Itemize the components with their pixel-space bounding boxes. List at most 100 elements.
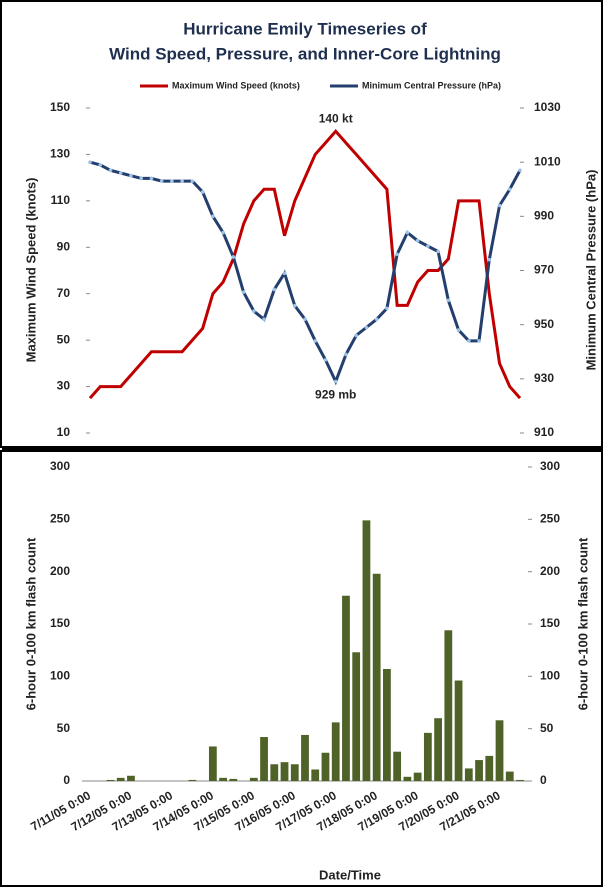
point — [129, 173, 133, 178]
bar — [280, 762, 289, 781]
point — [149, 176, 154, 181]
y-tick-label: 70 — [57, 286, 71, 300]
y-tick-label: 10 — [57, 425, 71, 439]
bar — [106, 779, 115, 781]
bar — [413, 772, 422, 781]
bar — [372, 573, 381, 781]
point — [446, 298, 451, 303]
annotation: 929 mb — [315, 388, 356, 402]
title-line: Wind Speed, Pressure, and Inner-Core Lig… — [109, 44, 501, 63]
bar — [464, 768, 473, 781]
point — [241, 290, 246, 294]
point — [395, 252, 399, 257]
bar — [454, 680, 463, 781]
series-line — [88, 128, 522, 400]
y-tick-label: 30 — [57, 379, 71, 393]
point — [374, 317, 379, 322]
point — [344, 352, 348, 357]
bottom-frame — [0, 450, 603, 887]
point — [180, 179, 184, 183]
y-tick-label: 300 — [50, 459, 70, 473]
y-tick-label: 250 — [50, 512, 70, 526]
y2-tick-label: 930 — [534, 371, 554, 385]
point — [436, 249, 440, 254]
legend-label: Minimum Central Pressure (hPa) — [362, 80, 501, 90]
bar — [393, 751, 402, 781]
y2-tick-label: 910 — [534, 425, 554, 439]
bar — [321, 752, 330, 781]
point — [231, 255, 236, 259]
bar — [260, 737, 268, 781]
y-axis-label: 6-hour 0-100 km flash count — [23, 537, 38, 710]
bar — [331, 722, 340, 781]
point — [262, 317, 266, 322]
point — [282, 271, 287, 276]
top-frame — [0, 0, 603, 448]
point — [415, 238, 420, 243]
bar — [475, 760, 483, 781]
point — [507, 187, 512, 192]
point — [354, 333, 358, 338]
point — [159, 179, 164, 183]
bar — [342, 595, 350, 781]
point — [211, 214, 215, 219]
point — [170, 179, 174, 183]
y-tick-label: 130 — [50, 147, 70, 161]
point — [303, 317, 307, 322]
point — [323, 358, 328, 362]
y-tick-label: 50 — [57, 721, 71, 735]
bar — [116, 777, 125, 781]
bar — [505, 771, 514, 781]
point — [272, 287, 277, 292]
bar — [403, 776, 412, 781]
bar — [495, 720, 504, 781]
point — [333, 379, 338, 384]
y2-tick-label: 950 — [534, 317, 554, 331]
point — [108, 168, 113, 173]
y-tick-label: 90 — [57, 239, 71, 253]
point — [456, 328, 461, 332]
y2-tick-label: 1010 — [534, 154, 561, 168]
bar — [219, 777, 227, 781]
y-tick-label: 150 — [50, 616, 70, 630]
y-tick-label: 150 — [50, 100, 70, 114]
bar — [362, 520, 371, 781]
bar — [423, 732, 432, 781]
y-tick-label: 50 — [57, 332, 71, 346]
point — [98, 163, 103, 167]
y-tick-label: 200 — [50, 564, 70, 578]
bar — [208, 746, 217, 781]
bar — [444, 630, 453, 781]
bar — [383, 669, 391, 781]
point — [497, 203, 502, 208]
bar — [127, 775, 135, 781]
point — [364, 325, 369, 330]
x-axis-label: Date/Time — [319, 867, 381, 882]
series-line — [89, 160, 522, 386]
bar — [434, 718, 442, 781]
annotation: 140 kt — [319, 111, 353, 125]
point — [313, 339, 318, 343]
point — [487, 257, 492, 262]
y-tick-label: 110 — [51, 193, 71, 207]
point — [88, 160, 92, 164]
point — [518, 168, 522, 173]
point — [221, 230, 225, 235]
point — [118, 171, 123, 175]
y2-tick-label: 250 — [540, 512, 560, 526]
bar — [249, 777, 258, 781]
bar — [301, 734, 309, 781]
y2-tick-label: 1030 — [534, 100, 561, 114]
y2-tick-label: 150 — [540, 616, 560, 630]
bar — [352, 652, 361, 781]
y2-tick-label: 0 — [540, 773, 547, 787]
y2-tick-label: 300 — [540, 459, 560, 473]
legend-label: Maximum Wind Speed (knots) — [172, 80, 300, 90]
bar — [229, 778, 238, 781]
y-tick-label: 0 — [63, 773, 70, 787]
point — [292, 303, 297, 308]
title-line: Hurricane Emily Timeseries of — [183, 19, 427, 38]
y-tick-label: 100 — [50, 669, 70, 683]
point — [200, 190, 205, 194]
